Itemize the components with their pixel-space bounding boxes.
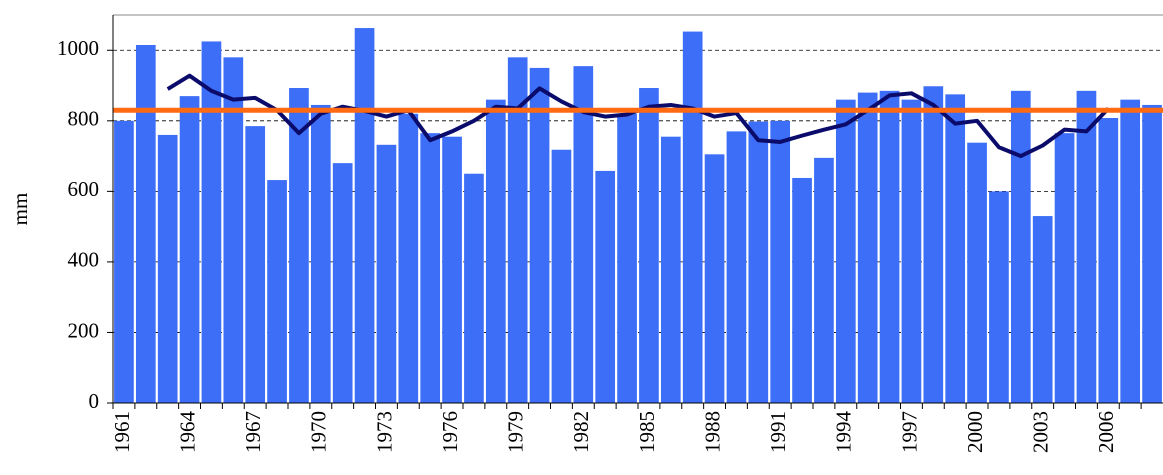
y-tick-label: 0 [89, 389, 100, 413]
x-tick-label: 1979 [504, 411, 528, 453]
y-tick-label: 200 [68, 318, 100, 342]
x-tick-label: 1982 [569, 411, 593, 453]
bar [201, 41, 222, 404]
x-tick-label: 1976 [438, 411, 462, 453]
bar [135, 44, 156, 404]
bar [267, 180, 287, 403]
x-tick-label: 1988 [700, 411, 724, 453]
x-tick-label: 1997 [897, 411, 921, 453]
x-tick-label: 2000 [963, 411, 987, 453]
bar [857, 92, 878, 403]
bar [310, 104, 331, 403]
bar [726, 131, 747, 403]
y-tick-label: 400 [68, 248, 100, 272]
bar [114, 120, 134, 404]
bar [595, 170, 616, 403]
bar [1120, 99, 1141, 404]
bar [901, 99, 922, 404]
bar [792, 177, 812, 403]
x-tick-label: 2003 [1029, 411, 1053, 453]
bar [507, 57, 528, 404]
bar [376, 144, 397, 403]
bar [748, 121, 769, 404]
bar [704, 154, 725, 403]
bar [1032, 216, 1053, 403]
bar [442, 136, 462, 403]
x-tick-label: 1985 [635, 411, 659, 453]
bar [770, 120, 791, 404]
bar [639, 88, 659, 404]
x-tick-label: 1961 [110, 411, 134, 453]
bar [157, 134, 178, 403]
bar [398, 113, 419, 403]
x-tick-label: 1964 [175, 411, 199, 454]
x-tick-label: 2006 [1094, 411, 1118, 453]
bar [551, 149, 572, 403]
bar [245, 126, 266, 403]
bar [989, 191, 1009, 403]
y-axis-label: mm [8, 193, 32, 226]
bar [1098, 117, 1119, 403]
bar [945, 94, 966, 403]
x-tick-label: 1991 [766, 411, 790, 453]
x-tick-label: 1973 [372, 411, 396, 453]
bar [464, 173, 484, 403]
bar [814, 157, 834, 403]
x-tick-label: 1967 [241, 411, 265, 453]
bar [1076, 90, 1097, 403]
bar [354, 28, 375, 404]
y-tick-label: 800 [68, 107, 100, 131]
x-tick-label: 1970 [307, 411, 331, 453]
bar [1142, 104, 1162, 403]
bar [1054, 133, 1075, 403]
bar [332, 163, 353, 403]
bar [617, 113, 637, 403]
bar [923, 86, 944, 403]
bar [223, 57, 244, 404]
y-tick-label: 1000 [57, 36, 99, 60]
bar [485, 99, 506, 404]
x-tick-label: 1994 [832, 411, 856, 454]
bar [682, 31, 703, 403]
bar [1010, 90, 1031, 403]
bar [420, 133, 441, 403]
bar [289, 88, 309, 404]
bar [660, 136, 681, 403]
bar [529, 67, 550, 403]
bar [879, 90, 900, 403]
bar [835, 99, 856, 404]
bar [967, 142, 987, 404]
bar [573, 66, 594, 404]
y-tick-label: 600 [68, 177, 100, 201]
bar [179, 96, 200, 404]
